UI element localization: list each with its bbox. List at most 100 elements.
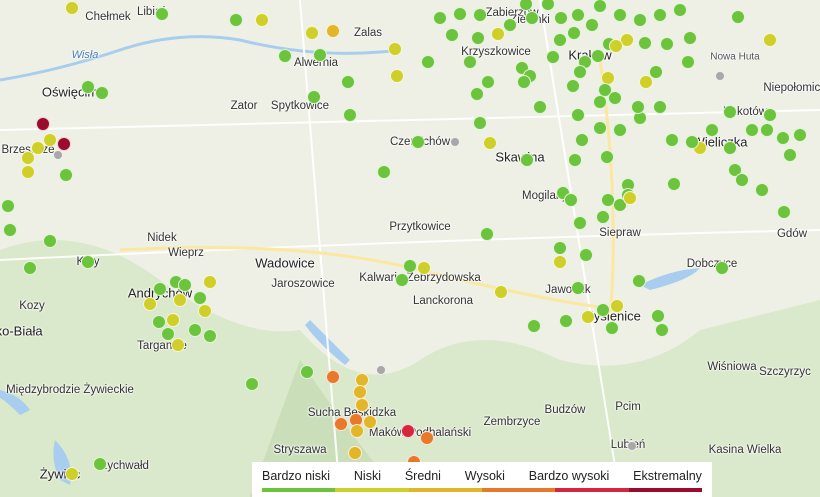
station-marker-bardzo-niski[interactable] <box>575 133 589 147</box>
station-marker-bardzo-niski[interactable] <box>153 282 167 296</box>
station-marker-bardzo-niski[interactable] <box>341 75 355 89</box>
station-marker-niski[interactable] <box>388 42 402 56</box>
station-marker-bardzo-niski[interactable] <box>411 135 425 149</box>
station-marker-bardzo-niski[interactable] <box>481 75 495 89</box>
station-marker-bardzo-niski[interactable] <box>735 173 749 187</box>
station-marker-bardzo-niski[interactable] <box>553 33 567 47</box>
station-marker-bardzo-niski[interactable] <box>453 7 467 21</box>
station-marker-bardzo-niski[interactable] <box>178 278 192 292</box>
station-marker-bardzo-niski[interactable] <box>473 8 487 22</box>
station-marker-bardzo-niski[interactable] <box>660 37 674 51</box>
station-marker-bardzo-niski[interactable] <box>685 135 699 149</box>
station-marker-bardzo-niski[interactable] <box>673 3 687 17</box>
station-marker-brak[interactable] <box>450 137 460 147</box>
station-marker-bardzo-niski[interactable] <box>193 291 207 305</box>
station-marker-niski[interactable] <box>610 299 624 313</box>
station-marker-bardzo-niski[interactable] <box>793 128 807 142</box>
station-marker-niski[interactable] <box>31 141 45 155</box>
station-marker-niski[interactable] <box>21 151 35 165</box>
station-marker-bardzo-niski[interactable] <box>3 223 17 237</box>
station-marker-bardzo-niski[interactable] <box>503 18 517 32</box>
station-marker-sredni[interactable] <box>326 24 340 38</box>
station-marker-brak[interactable] <box>715 71 725 81</box>
station-marker-bardzo-niski[interactable] <box>300 365 314 379</box>
station-marker-niski[interactable] <box>491 27 505 41</box>
station-marker-niski[interactable] <box>255 13 269 27</box>
station-marker-bardzo-niski[interactable] <box>152 315 166 329</box>
station-marker-niski[interactable] <box>65 467 79 481</box>
station-marker-bardzo-niski[interactable] <box>81 80 95 94</box>
station-marker-bardzo-niski[interactable] <box>307 90 321 104</box>
station-marker-bardzo-niski[interactable] <box>473 116 487 130</box>
station-marker-niski[interactable] <box>390 69 404 83</box>
station-marker-bardzo-niski[interactable] <box>571 281 585 295</box>
station-marker-niski[interactable] <box>143 297 157 311</box>
station-marker-bardzo-niski[interactable] <box>760 123 774 137</box>
station-marker-bardzo-niski[interactable] <box>343 108 357 122</box>
station-marker-bardzo-niski[interactable] <box>533 100 547 114</box>
station-marker-niski[interactable] <box>305 26 319 40</box>
station-marker-niski[interactable] <box>65 1 79 15</box>
station-marker-bardzo-niski[interactable] <box>395 273 409 287</box>
station-marker-bardzo-niski[interactable] <box>155 7 169 21</box>
station-marker-bardzo-niski[interactable] <box>596 303 610 317</box>
station-marker-bardzo-niski[interactable] <box>554 11 568 25</box>
station-marker-bardzo-niski[interactable] <box>229 13 243 27</box>
station-marker-bardzo-niski[interactable] <box>605 321 619 335</box>
station-marker-sredni[interactable] <box>355 398 369 412</box>
station-marker-bardzo-niski[interactable] <box>93 457 107 471</box>
station-marker-bardzo-niski[interactable] <box>59 168 73 182</box>
station-marker-bardzo-niski[interactable] <box>633 13 647 27</box>
station-marker-bardzo-niski[interactable] <box>527 319 541 333</box>
station-marker-bardzo-niski[interactable] <box>203 329 217 343</box>
station-marker-bardzo-niski[interactable] <box>403 259 417 273</box>
station-marker-bardzo-niski[interactable] <box>723 105 737 119</box>
station-marker-niski[interactable] <box>198 304 212 318</box>
station-marker-bardzo-niski[interactable] <box>377 165 391 179</box>
station-marker-niski[interactable] <box>483 136 497 150</box>
station-marker-bardzo-niski[interactable] <box>731 10 745 24</box>
station-marker-bardzo-niski[interactable] <box>681 55 695 69</box>
station-marker-bardzo-niski[interactable] <box>517 75 531 89</box>
station-marker-bardzo-niski[interactable] <box>161 327 175 341</box>
station-marker-bardzo-niski[interactable] <box>573 65 587 79</box>
station-marker-wysoki[interactable] <box>420 431 434 445</box>
station-marker-bardzo-niski[interactable] <box>655 323 669 337</box>
station-marker-bardzo-niski[interactable] <box>525 11 539 25</box>
station-marker-niski[interactable] <box>43 133 57 147</box>
station-marker-bardzo-niski[interactable] <box>763 108 777 122</box>
station-marker-bardzo-niski[interactable] <box>23 261 37 275</box>
station-marker-bardzo-niski[interactable] <box>278 49 292 63</box>
station-marker-bardzo-niski[interactable] <box>43 234 57 248</box>
station-marker-bardzo-niski[interactable] <box>566 79 580 93</box>
station-marker-bardzo-niski[interactable] <box>470 87 484 101</box>
station-marker-bardzo-niski[interactable] <box>591 49 605 63</box>
station-marker-bardzo-niski[interactable] <box>776 131 790 145</box>
station-marker-bardzo-niski[interactable] <box>705 123 719 137</box>
station-marker-sredni[interactable] <box>350 424 364 438</box>
station-marker-bardzo-niski[interactable] <box>579 248 593 262</box>
station-marker-brak[interactable] <box>53 150 63 160</box>
station-marker-bardzo-niski[interactable] <box>471 31 485 45</box>
station-marker-bardzo-niski[interactable] <box>777 205 791 219</box>
station-marker-bardzo-niski[interactable] <box>783 148 797 162</box>
station-marker-bardzo-niski[interactable] <box>596 210 610 224</box>
station-marker-niski[interactable] <box>609 39 623 53</box>
station-marker-bardzo-niski[interactable] <box>81 255 95 269</box>
station-marker-niski[interactable] <box>173 293 187 307</box>
station-marker-bardzo-niski[interactable] <box>600 150 614 164</box>
station-marker-bardzo-niski[interactable] <box>667 177 681 191</box>
station-marker-sredni[interactable] <box>348 446 362 460</box>
station-marker-bardzo-niski[interactable] <box>571 8 585 22</box>
station-marker-bardzo-niski[interactable] <box>313 48 327 62</box>
station-marker-bardzo-niski[interactable] <box>95 86 109 100</box>
station-marker-bardzo-niski[interactable] <box>593 95 607 109</box>
station-marker-niski[interactable] <box>203 275 217 289</box>
station-marker-bardzo-niski[interactable] <box>638 36 652 50</box>
station-marker-niski[interactable] <box>166 313 180 327</box>
station-marker-bardzo-niski[interactable] <box>653 100 667 114</box>
station-marker-niski[interactable] <box>494 285 508 299</box>
station-marker-bardzo-niski[interactable] <box>546 50 560 64</box>
station-marker-niski[interactable] <box>581 310 595 324</box>
station-marker-brak[interactable] <box>376 365 386 375</box>
